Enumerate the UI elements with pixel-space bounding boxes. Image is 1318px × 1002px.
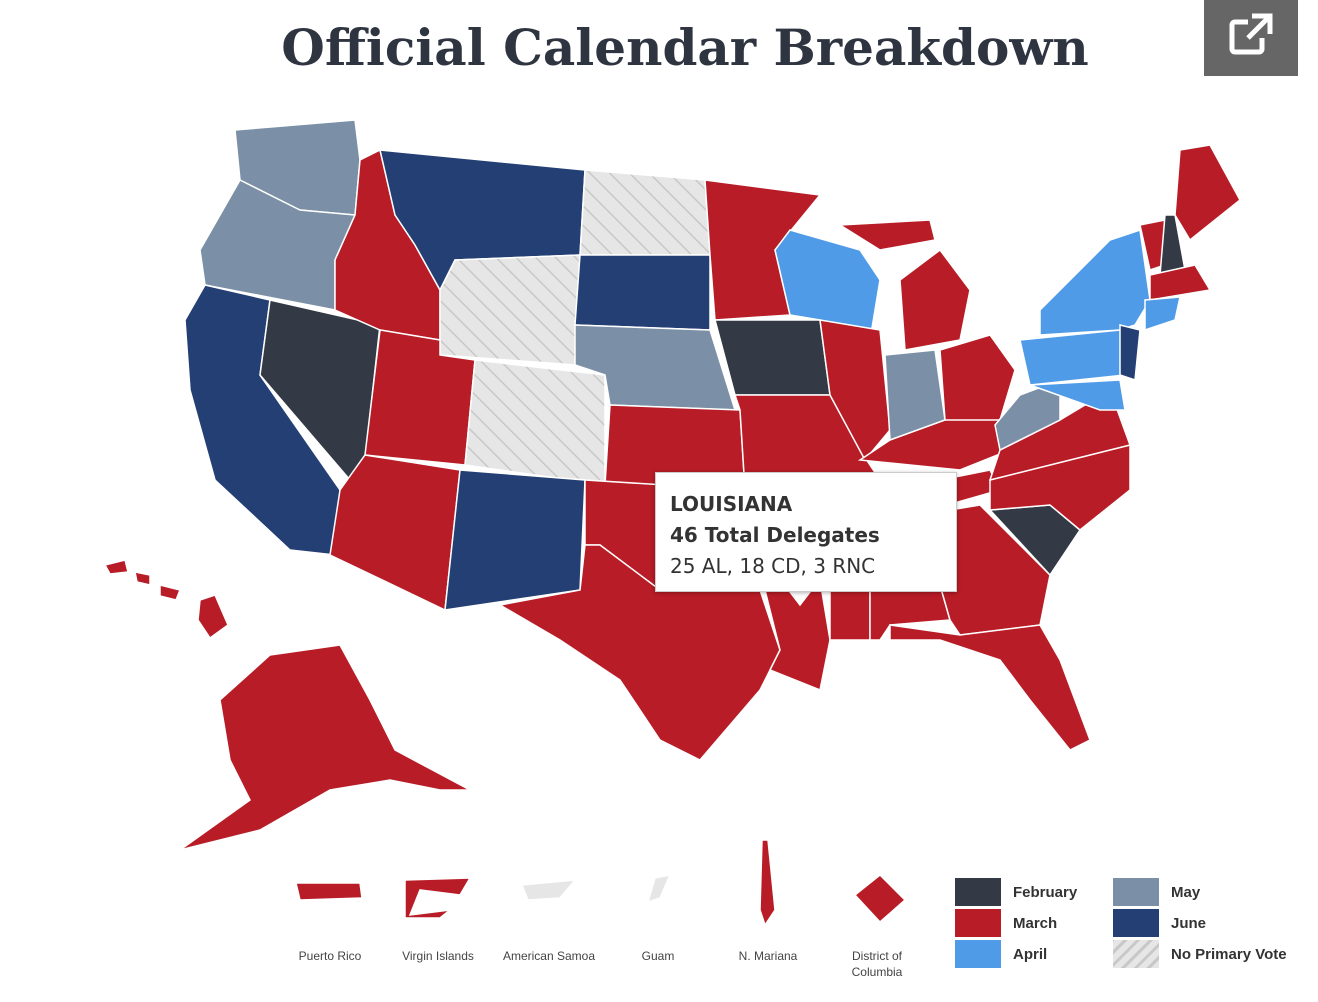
state[interactable]	[574, 254, 711, 331]
legend-label: May	[1171, 883, 1201, 901]
state[interactable]	[899, 248, 971, 351]
state[interactable]	[329, 454, 461, 612]
territory-shape	[853, 873, 907, 924]
state[interactable]	[889, 624, 1091, 751]
state[interactable]	[1019, 329, 1126, 386]
state[interactable]	[103, 559, 129, 575]
title: Official Calendar Breakdown	[281, 18, 1089, 77]
state[interactable]	[714, 319, 831, 396]
state[interactable]	[134, 571, 151, 586]
state[interactable]	[1119, 324, 1141, 382]
legend-label: April	[1013, 945, 1048, 963]
territory-label: Guam	[641, 949, 675, 963]
legend-swatch	[955, 940, 1001, 968]
legend-item: May	[1113, 878, 1200, 906]
territory-shape	[759, 839, 776, 927]
territory-shape	[295, 882, 363, 901]
state[interactable]	[994, 378, 1061, 452]
state[interactable]	[1144, 296, 1181, 332]
territory-shapes	[295, 839, 907, 927]
state[interactable]	[1029, 379, 1126, 411]
territory-label: American Samoa	[502, 949, 596, 963]
territory-label: Puerto Rico	[298, 949, 362, 963]
legend-item: April	[955, 940, 1047, 968]
legend-label: March	[1013, 914, 1058, 932]
tooltip: LOUISIANA 46 Total Delegates 25 AL, 18 C…	[655, 472, 957, 592]
legend-item: March	[955, 909, 1057, 937]
state[interactable]	[464, 359, 606, 486]
state[interactable]	[179, 644, 471, 851]
state[interactable]	[819, 319, 891, 462]
state[interactable]	[579, 169, 711, 256]
legend-item: No Primary Vote	[1113, 940, 1287, 968]
state[interactable]	[197, 594, 229, 640]
legend-swatch	[1113, 909, 1159, 937]
tooltip-breakdown: 25 AL, 18 CD, 3 RNC	[670, 554, 876, 578]
state[interactable]	[1039, 229, 1151, 336]
territory-shape	[404, 877, 472, 919]
legend-swatch	[955, 909, 1001, 937]
share-button[interactable]	[1204, 0, 1298, 76]
legend-label: February	[1013, 883, 1078, 901]
territory-shape	[646, 873, 672, 904]
state[interactable]	[159, 584, 182, 601]
territory-shape	[520, 879, 577, 901]
territory-label: District of Columbia	[851, 949, 903, 979]
legend-label: June	[1171, 914, 1207, 932]
legend-swatch	[1113, 878, 1159, 906]
legend-item: February	[955, 878, 1077, 906]
share-icon	[1229, 12, 1274, 55]
legend-label: No Primary Vote	[1171, 945, 1287, 963]
tooltip-total: 46 Total Delegates	[670, 523, 880, 547]
legend-item: June	[1113, 909, 1206, 937]
state[interactable]	[1149, 264, 1212, 301]
state[interactable]	[439, 254, 581, 366]
legend-swatch	[955, 878, 1001, 906]
territory-label: N. Mariana	[738, 949, 798, 963]
tooltip-state: LOUISIANA	[670, 492, 793, 516]
state[interactable]	[444, 469, 586, 611]
legend-swatch	[1113, 940, 1159, 968]
state[interactable]	[1174, 144, 1241, 242]
tooltip-pointer	[788, 591, 812, 607]
territory-label: Virgin Islands	[402, 949, 474, 963]
state[interactable]	[837, 219, 936, 251]
